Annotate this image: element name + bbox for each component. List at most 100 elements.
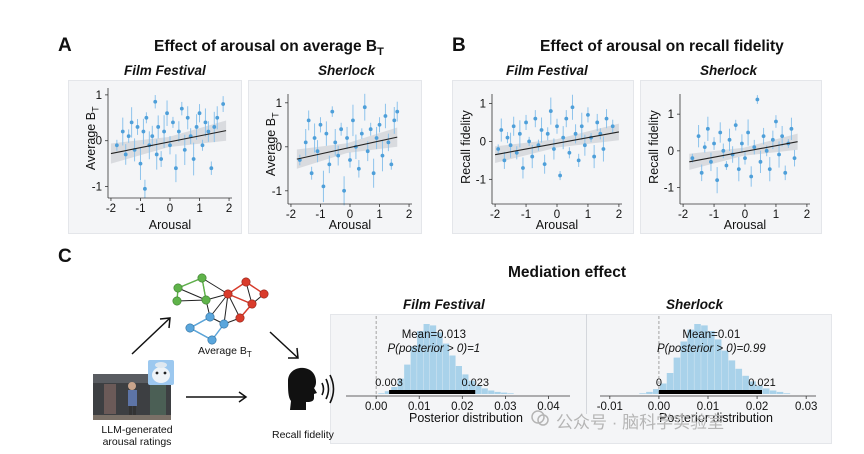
data-point (564, 116, 569, 121)
data-point (567, 150, 572, 155)
x-tick-label: 0.02 (451, 401, 473, 413)
histogram-bar (701, 325, 708, 394)
data-point (758, 159, 763, 164)
data-point (359, 131, 364, 136)
data-point (601, 147, 606, 151)
data-point (159, 157, 164, 161)
data-point (209, 166, 214, 171)
x-axis-label: Arousal (329, 218, 371, 232)
x-axis-label: Arousal (149, 218, 191, 232)
x-tick-label: -1 (521, 209, 531, 221)
data-point (321, 184, 326, 189)
speaking-head-icon (288, 367, 335, 410)
plot-bg-a-sherlock (248, 80, 422, 234)
y-tick-label: 1 (480, 98, 486, 110)
data-point (721, 148, 726, 153)
data-point (179, 106, 184, 111)
panel-letter-c: C (58, 246, 72, 267)
ylabel-b-film-text: Recall fidelity (459, 110, 473, 184)
x-axis-label: Posterior distribution (659, 411, 773, 425)
data-point (552, 147, 556, 151)
title-a-sub: T (377, 46, 384, 59)
histogram-bar (423, 324, 430, 394)
histogram-bar (462, 374, 469, 394)
histogram-bar (659, 383, 667, 394)
regression-line (494, 131, 620, 156)
data-point (592, 154, 597, 159)
x-tick-label: -1 (315, 209, 325, 221)
histogram-bar (410, 346, 417, 394)
histogram-bar (687, 329, 694, 394)
y-tick-label: 0 (668, 146, 674, 158)
data-point (573, 131, 578, 136)
histogram-bar (708, 331, 715, 394)
title-b: Effect of arousal on recall fidelity (540, 38, 784, 55)
avg-bt-label-sub: T (246, 350, 252, 360)
x-tick-label: 2 (804, 209, 810, 221)
data-point (777, 152, 781, 157)
histogram-bar (455, 366, 463, 394)
y-tick-label: -1 (272, 186, 282, 198)
x-tick-label: 0.03 (795, 401, 817, 413)
data-point (610, 124, 615, 129)
data-point (182, 147, 187, 152)
mean-label: Mean=0.013 (402, 329, 466, 341)
x-tick-label: -2 (106, 203, 116, 215)
y-tick-label: 0 (480, 136, 486, 148)
data-point (380, 153, 385, 158)
data-point (604, 116, 609, 121)
data-point (327, 162, 332, 167)
arrow-down-right-icon (269, 331, 299, 359)
histogram-bar (721, 350, 729, 394)
data-point (126, 134, 131, 139)
x-axis-label: Arousal (724, 218, 766, 232)
ylabel-a-film-main: Average B (83, 111, 98, 171)
data-point (542, 162, 547, 167)
network-graph-icon (172, 273, 269, 345)
x-tick-label: 0 (347, 209, 353, 221)
x-tick-label: 0.01 (408, 401, 430, 413)
subtitle-a-sherlock: Sherlock (318, 63, 376, 78)
data-point (533, 116, 538, 121)
data-point (576, 158, 581, 163)
data-point (505, 135, 510, 140)
data-point (724, 163, 729, 168)
ylabel-b-film: Recall fidelity (458, 104, 474, 194)
arrow-up-right-icon (131, 317, 171, 355)
histogram-bar (762, 388, 770, 394)
data-point (306, 118, 311, 123)
x-tick-label: -1 (135, 203, 145, 215)
data-point (555, 124, 559, 129)
data-point (171, 120, 175, 125)
regression-line (689, 141, 798, 163)
histogram-bar (673, 357, 681, 394)
data-point (365, 149, 370, 154)
data-point (508, 143, 513, 148)
data-point (206, 129, 211, 134)
histogram-bar (481, 388, 488, 394)
x-tick-label: 2 (226, 203, 232, 215)
data-point (702, 145, 707, 150)
data-point (333, 140, 338, 145)
data-point (168, 143, 172, 148)
data-point (114, 143, 119, 148)
histogram-bar (666, 373, 674, 394)
llm-ratings-label: LLM-generated arousal ratings (92, 424, 182, 448)
histogram-c-film: 0.003 0.023 Mean=0.013 P(posterior > 0)=1 0.… (346, 316, 570, 425)
data-point (764, 148, 769, 153)
data-point (174, 166, 178, 171)
data-point (733, 123, 738, 128)
ylabel-a-sherlock: Average BT (264, 100, 281, 190)
subtitle-b-sherlock: Sherlock (700, 63, 758, 78)
ci-high-label: 0.021 (748, 377, 776, 389)
data-point (727, 137, 732, 142)
histogram-bar (756, 385, 763, 394)
regression-line (110, 130, 227, 155)
data-point (770, 137, 775, 142)
x-tick-label: 1 (773, 209, 779, 221)
x-tick-label: -0.01 (597, 401, 623, 413)
histogram-bar (653, 389, 660, 394)
histogram-bar (776, 391, 784, 394)
x-tick-label: -2 (490, 209, 500, 221)
data-point (215, 115, 220, 120)
